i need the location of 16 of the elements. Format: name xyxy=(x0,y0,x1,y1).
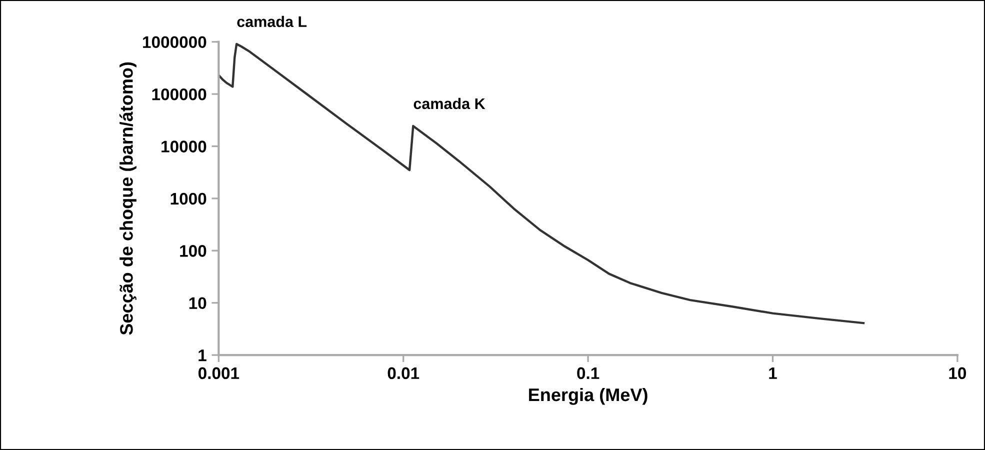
x-axis-title: Energia (MeV) xyxy=(529,388,648,405)
x-tick-label: 1 xyxy=(769,367,777,379)
x-tick-label: 0.1 xyxy=(577,367,600,380)
y-tick-label: 100000 xyxy=(152,88,206,100)
x-tick-label: 0.01 xyxy=(388,367,420,380)
annotation: camada L xyxy=(237,16,307,28)
y-axis-title: Secção de choque (barn/átomo) xyxy=(119,62,136,335)
y-tick-label: 10 xyxy=(189,297,206,310)
y-tick-label: 100 xyxy=(180,245,206,257)
y-tick-label: 1000 xyxy=(170,192,206,205)
y-tick-label: 1 xyxy=(198,350,206,362)
annotation: camada K xyxy=(414,98,486,110)
y-tick-label: 10000 xyxy=(162,140,206,152)
y-tick-label: 1000000 xyxy=(143,36,206,48)
x-tick-label: 0.001 xyxy=(198,367,240,380)
x-tick-label: 10 xyxy=(949,367,966,380)
